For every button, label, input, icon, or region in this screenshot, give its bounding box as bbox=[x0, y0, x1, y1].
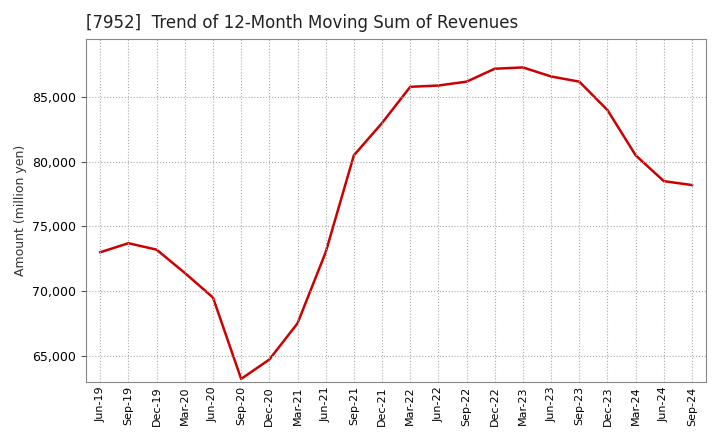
Text: [7952]  Trend of 12-Month Moving Sum of Revenues: [7952] Trend of 12-Month Moving Sum of R… bbox=[86, 14, 518, 32]
Y-axis label: Amount (million yen): Amount (million yen) bbox=[14, 145, 27, 276]
